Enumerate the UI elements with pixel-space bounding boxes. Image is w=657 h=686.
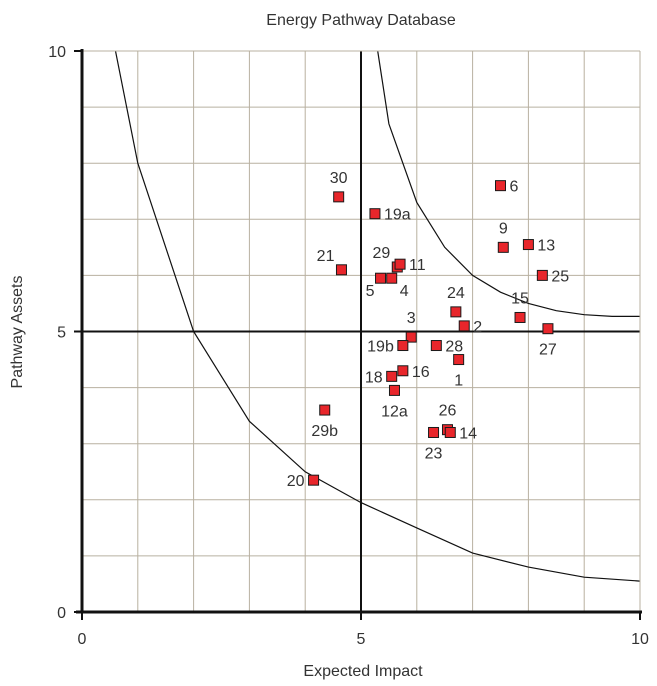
point-12a [388,384,400,396]
x-tick-label: 10 [631,631,649,648]
point-9 [497,241,509,253]
x-tick-label: 5 [357,631,366,648]
point-label-12a: 12a [381,403,408,420]
point-19b [397,340,409,352]
point-4 [386,272,398,284]
chart-title: Energy Pathway Database [266,12,456,29]
point-label-2: 2 [473,319,482,336]
point-label-9: 9 [499,220,508,237]
quadrant-dividers [82,51,640,612]
point-1 [453,354,465,366]
point-label-29b: 29b [311,423,338,440]
point-label-13: 13 [537,238,555,255]
axis-ticks: 0 5 10 0 5 10 [48,44,649,648]
point-23 [428,426,440,438]
y-tick-label: 10 [48,44,66,61]
data-points: 30 19a 6 9 13 25 21 29 11 5 4 24 2 15 27 3 19b 28 1 18 16 12a… [287,170,569,490]
point-label-20: 20 [287,473,305,490]
point-13 [522,239,534,251]
point-20 [308,474,320,486]
point-2 [458,320,470,332]
point-3 [405,331,417,343]
point-label-24: 24 [447,285,465,302]
point-6 [495,180,506,192]
point-label-25: 25 [551,268,569,285]
point-label-14: 14 [459,425,477,442]
point-label-26: 26 [439,403,457,420]
x-tick-label: 0 [78,631,87,648]
point-label-28: 28 [445,339,463,356]
point-21 [335,264,347,276]
point-label-15: 15 [511,290,529,307]
y-axis-label: Pathway Assets [9,276,26,389]
point-label-5: 5 [366,283,375,300]
point-label-23: 23 [425,445,443,462]
point-11 [394,258,406,270]
y-tick-label: 0 [57,605,66,622]
point-label-27: 27 [539,342,557,359]
point-14 [444,426,456,438]
curve-2 [377,50,640,317]
point-25 [536,269,548,281]
point-19a [369,208,381,220]
point-label-29: 29 [372,245,390,262]
point-16 [397,365,409,377]
point-5 [375,272,387,284]
point-29b [319,404,331,416]
y-tick-label: 5 [57,325,66,342]
point-label-4: 4 [400,283,409,300]
x-axis-label: Expected Impact [303,663,423,680]
point-label-1: 1 [454,373,463,390]
point-label-21: 21 [317,248,335,265]
point-label-18: 18 [365,369,383,386]
point-label-11: 11 [409,257,426,274]
point-28 [430,340,442,352]
point-label-19b: 19b [367,339,394,356]
point-24 [450,306,462,318]
point-27 [542,323,554,335]
point-label-19a: 19a [384,207,411,224]
curve-1 [114,50,641,582]
point-label-16: 16 [412,364,430,381]
point-15 [514,311,526,323]
point-label-30: 30 [330,170,348,187]
point-label-6: 6 [510,179,519,196]
point-18 [386,370,398,382]
point-label-3: 3 [407,310,416,327]
point-30 [333,191,345,203]
curves [114,50,641,582]
